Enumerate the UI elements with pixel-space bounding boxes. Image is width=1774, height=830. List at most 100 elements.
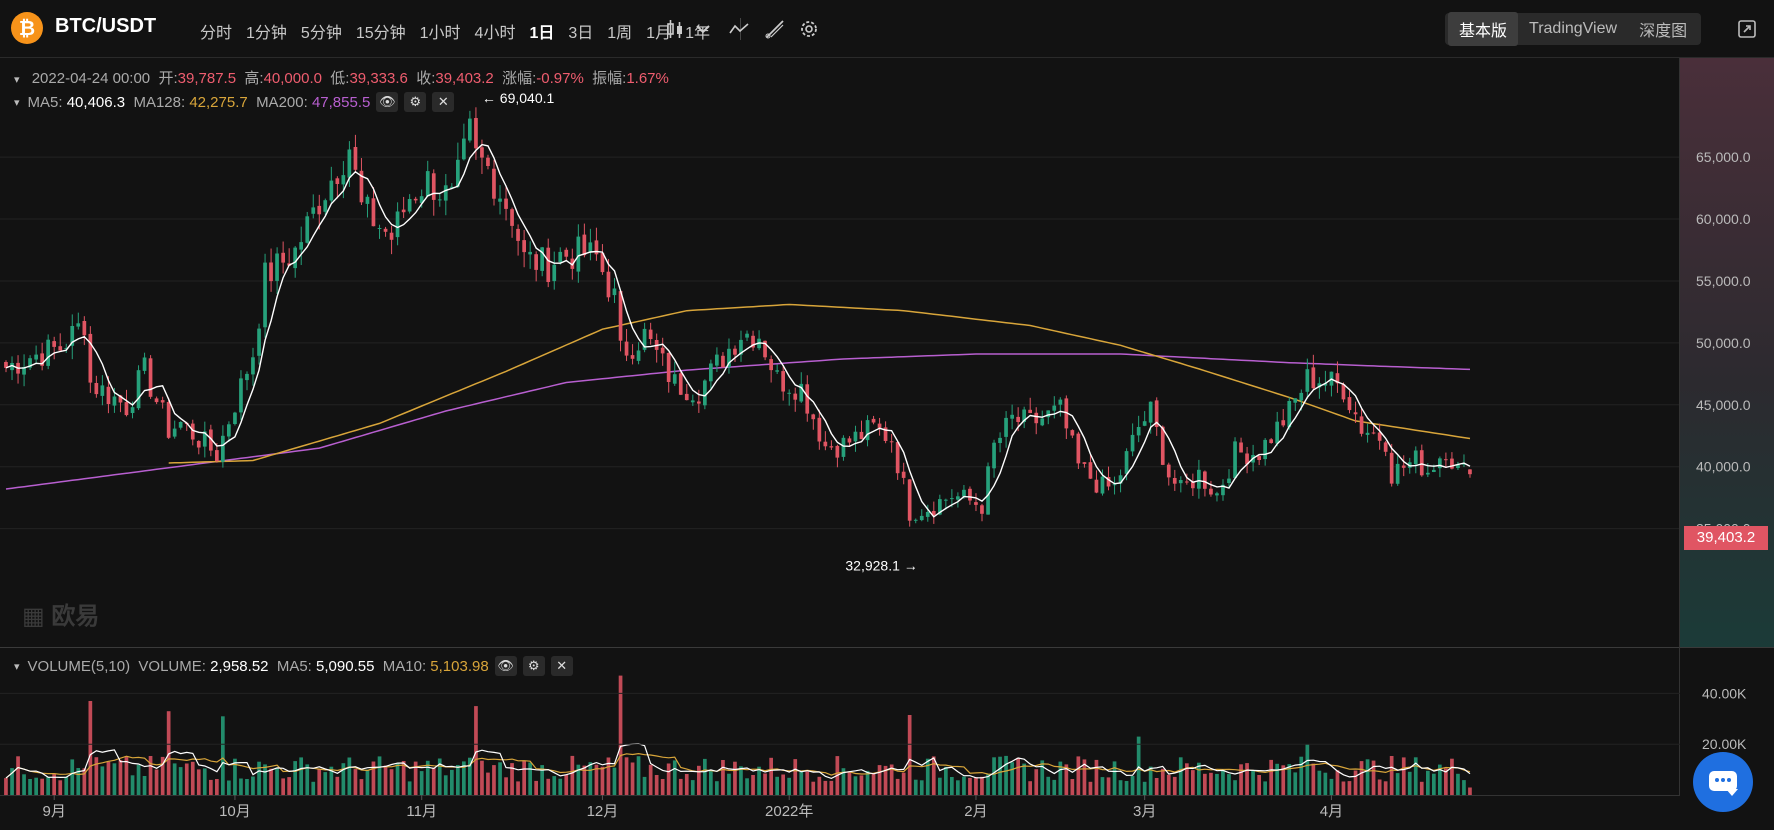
candle-body — [1263, 439, 1267, 460]
interval-tab[interactable]: 5分钟 — [300, 25, 342, 42]
close-icon[interactable]: ✕ — [432, 92, 455, 112]
collapse-chevron-icon[interactable]: ▾ — [14, 74, 20, 86]
collapse-chevron-icon[interactable]: ▾ — [14, 660, 20, 673]
candle-body — [16, 362, 20, 374]
candle-body — [938, 499, 942, 515]
candle-body — [751, 335, 755, 348]
volume-bar — [88, 701, 93, 795]
interval-tab[interactable]: 1年 — [685, 25, 710, 42]
volume-bar — [335, 776, 340, 795]
volume-bar — [781, 774, 785, 795]
support-chat-button[interactable] — [1693, 752, 1753, 812]
low-label: 低: — [330, 70, 350, 87]
volume-bar — [76, 768, 81, 795]
drawing-tool-icon[interactable] — [764, 18, 786, 40]
ohlc-legend: ▾ 2022-04-24 00:00 开:39,787.5 高:40,000.0… — [14, 67, 669, 88]
candle-body — [492, 168, 496, 199]
volume-bar — [690, 780, 695, 795]
candle-body — [871, 418, 876, 423]
time-tick-label: 3月 — [1133, 803, 1156, 820]
volume-bar — [70, 759, 75, 795]
amplitude-label: 振幅: — [592, 70, 627, 87]
collapse-chevron-icon[interactable]: ▾ — [14, 96, 20, 109]
candle-body — [34, 354, 38, 360]
interval-tab[interactable]: 1日 — [529, 25, 555, 42]
candle-body — [504, 198, 508, 209]
change-label: 涨幅: — [502, 70, 537, 87]
pair-selector[interactable]: BTC/USDT — [55, 15, 157, 37]
interval-tab[interactable]: 3日 — [568, 25, 594, 42]
candle-body — [1118, 475, 1123, 484]
settings-gear-icon[interactable] — [798, 18, 820, 40]
candle-body — [1323, 383, 1328, 386]
candle-body — [311, 207, 316, 214]
candlestick-type-icon[interactable] — [664, 18, 686, 40]
interval-tab[interactable]: 4小时 — [474, 25, 516, 42]
fullscreen-icon[interactable] — [1736, 18, 1758, 40]
candle-body — [775, 370, 779, 372]
close-icon[interactable]: ✕ — [550, 656, 573, 676]
interval-tab[interactable]: 1周 — [607, 25, 633, 42]
interval-tab[interactable]: 1小时 — [419, 25, 461, 42]
candle-body — [184, 423, 189, 424]
volume-bar — [895, 778, 900, 795]
volume-bar — [1118, 780, 1123, 795]
view-tab[interactable]: TradingView — [1529, 20, 1618, 37]
candle-body — [1311, 367, 1316, 389]
volume-bar — [570, 755, 575, 795]
volume-bar — [401, 761, 406, 795]
indicator-icon[interactable] — [728, 18, 750, 40]
extreme-price-annotation: 32,928.1 → — [845, 557, 917, 573]
candle-body — [913, 519, 918, 521]
candle-body — [142, 357, 147, 371]
volume-bar — [46, 776, 50, 795]
volume-bar — [28, 779, 32, 795]
interval-tab[interactable]: 1月 — [646, 25, 672, 42]
volume-bar — [1413, 757, 1418, 795]
settings-gear-icon[interactable]: ⚙ — [404, 92, 427, 112]
candle-body — [540, 247, 544, 271]
ma5-value: 40,406.3 — [66, 93, 126, 111]
volume-bar — [769, 757, 773, 795]
volume-bar — [913, 779, 918, 795]
candle-body — [1462, 463, 1466, 465]
volume-bar — [329, 766, 334, 795]
volume-bar — [1209, 772, 1213, 795]
candle-body — [1347, 397, 1352, 411]
interval-tab[interactable]: 15分钟 — [355, 25, 406, 42]
volume-bar — [1106, 777, 1111, 795]
candle-body — [401, 209, 406, 213]
ma128-value: 42,275.7 — [189, 93, 248, 111]
volume-bar — [456, 765, 460, 795]
candle-body — [221, 435, 225, 462]
candle-body — [859, 431, 864, 440]
volume-bar — [793, 759, 798, 795]
volume-bar — [1088, 781, 1093, 795]
volume-bar — [811, 781, 816, 795]
eye-icon[interactable]: 👁 — [376, 92, 399, 112]
candle-body — [950, 498, 954, 500]
settings-gear-icon[interactable]: ⚙ — [522, 656, 545, 676]
view-tab[interactable]: 深度图 — [1639, 23, 1688, 40]
candle-body — [28, 358, 32, 368]
view-tab[interactable]: 基本版 — [1448, 12, 1519, 46]
candle-body — [709, 363, 713, 382]
interval-tab[interactable]: 分时 — [200, 25, 233, 42]
chevron-down-icon[interactable] — [692, 18, 714, 40]
volume-bar — [1353, 770, 1358, 795]
candle-body — [377, 228, 382, 229]
volume-bar — [1456, 773, 1460, 795]
volume-bar — [136, 764, 141, 795]
volume-bar — [1383, 781, 1388, 795]
volume-bar — [835, 756, 840, 795]
price-tick-label: 50,000.0 — [1696, 335, 1751, 351]
candle-body — [347, 149, 352, 178]
eye-icon[interactable]: 👁 — [494, 656, 517, 676]
interval-tab[interactable]: 1分钟 — [246, 25, 287, 42]
candle-body — [317, 205, 322, 215]
candle-body — [1022, 409, 1026, 422]
candle-body — [257, 328, 261, 356]
volume-bar — [1178, 757, 1183, 795]
volume-bar — [1281, 765, 1286, 795]
